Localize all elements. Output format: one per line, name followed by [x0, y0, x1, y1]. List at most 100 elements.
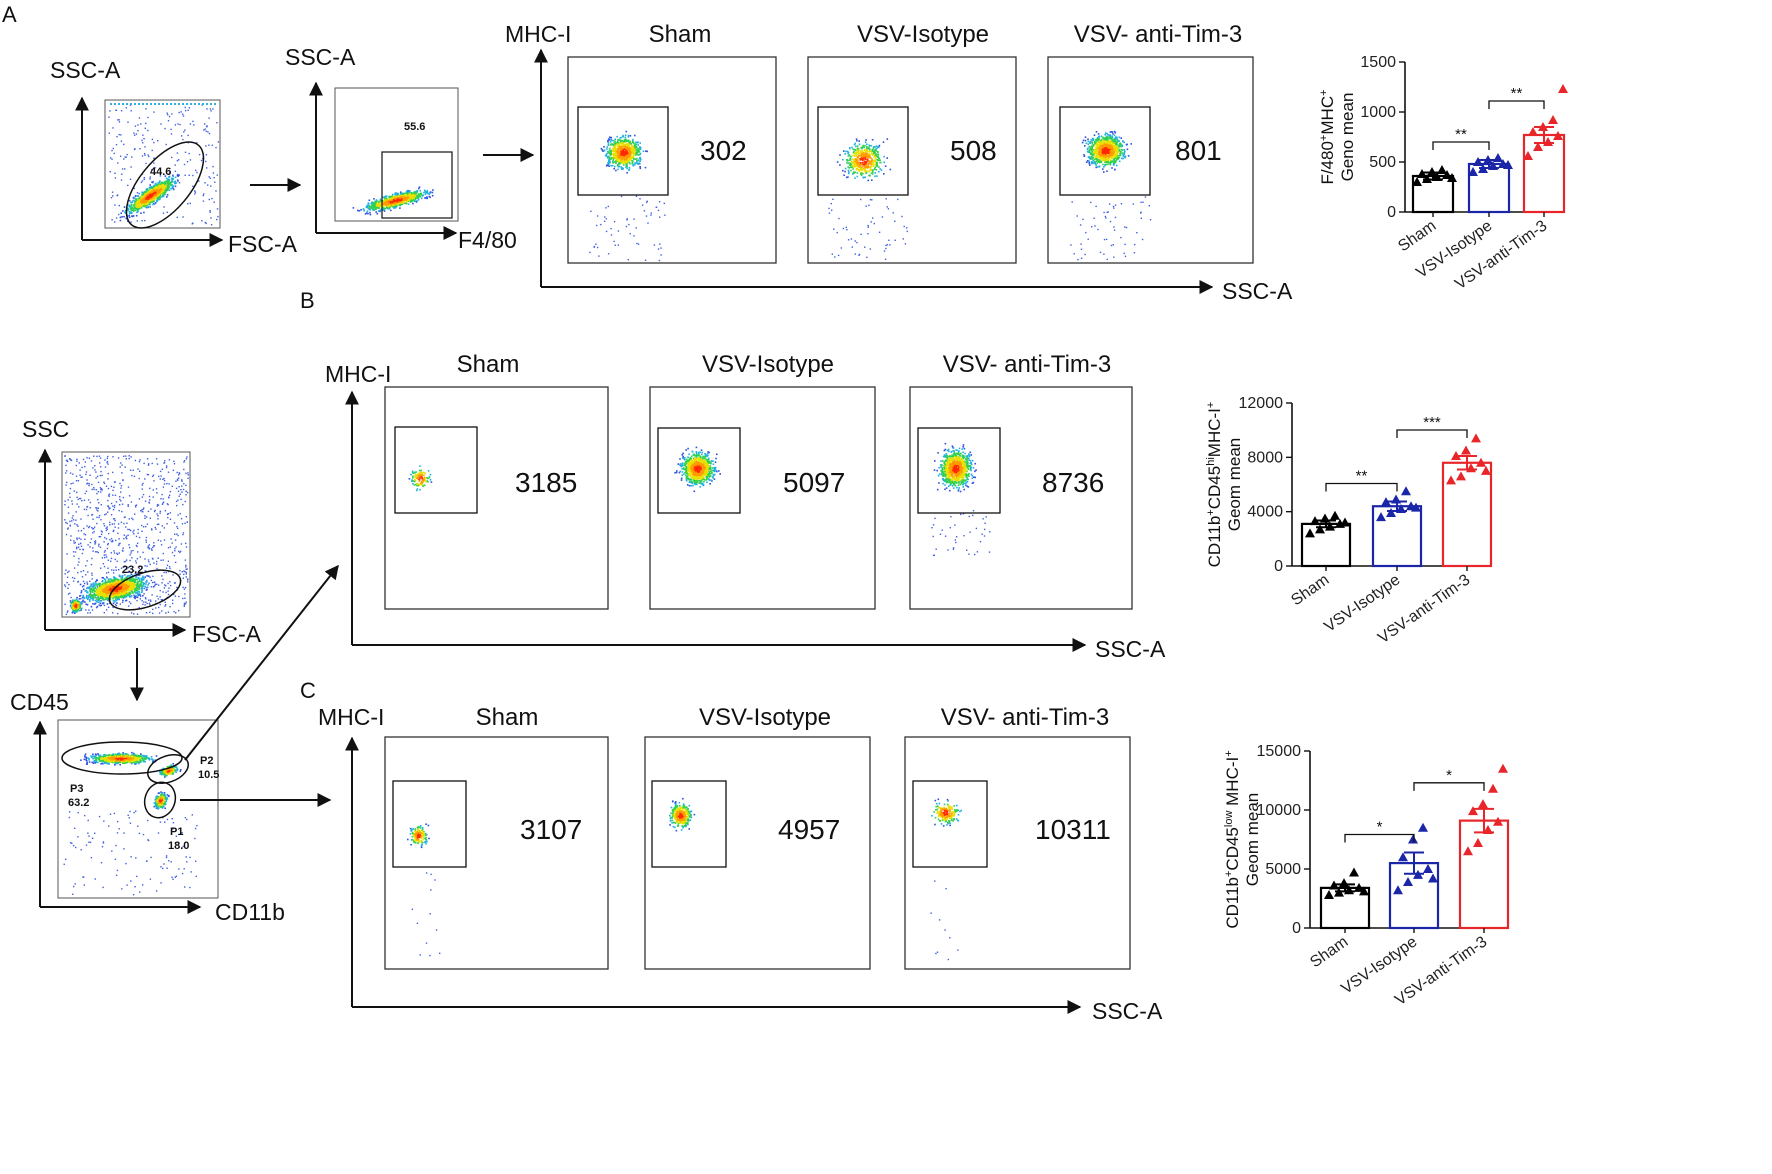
data-point-2-1-7 — [1428, 873, 1438, 883]
a-gate-sham — [577, 106, 669, 196]
data-point-0-0-7 — [1447, 173, 1457, 182]
data-point-1-2-2 — [1466, 463, 1476, 473]
c-gate-tim3 — [912, 780, 988, 868]
bar-ylabel-line1-0: F/480+MHC+ — [1318, 89, 1337, 184]
gate-p3-label: P3 — [70, 783, 83, 795]
data-point-0-1-5 — [1483, 155, 1493, 164]
a-mfi-sham: 302 — [700, 135, 747, 166]
a-group-tim3: VSV- anti-Tim-3 — [1074, 21, 1242, 48]
data-point-0-1-0 — [1468, 167, 1478, 176]
data-point-1-2-6 — [1471, 433, 1481, 443]
data-point-1-1-5 — [1391, 494, 1401, 504]
panel-letter-a: A — [2, 2, 17, 27]
c-plot-sham — [384, 736, 609, 970]
bar-ytick-label-0-0: 0 — [1387, 204, 1396, 221]
data-point-2-2-1 — [1473, 838, 1483, 848]
b-gate-tim3 — [917, 427, 1001, 514]
b-plot-tim3 — [909, 386, 1133, 610]
bar-ytick-label-0-3: 1500 — [1360, 54, 1396, 71]
data-point-1-1-2 — [1396, 503, 1406, 513]
data-point-2-0-0 — [1324, 889, 1334, 899]
b-mfi-isotype: 5097 — [783, 467, 845, 498]
bar-chart-a: 050010001500ShamVSV-IsotypeVSV-anti-Tim-… — [1318, 54, 1568, 293]
data-point-1-2-0 — [1446, 475, 1456, 485]
bar-ytick-label-2-1: 5000 — [1265, 861, 1301, 878]
data-point-2-2-6 — [1488, 783, 1498, 793]
bar-ytick-label-1-3: 12000 — [1239, 395, 1284, 412]
a2-gate — [381, 151, 453, 219]
a2-plot-frame — [334, 87, 459, 222]
bar-category-0-2: VSV-anti-Tim-3 — [1452, 217, 1550, 293]
data-point-0-1-4 — [1473, 157, 1483, 166]
a-mhc-label: MHC-I — [505, 21, 571, 47]
data-point-1-0-0 — [1305, 528, 1315, 538]
bar-ytick-label-0-2: 1000 — [1360, 104, 1396, 121]
data-point-2-1-3 — [1423, 864, 1433, 873]
a-mhc-scatter — [589, 130, 1152, 262]
data-point-0-0-5 — [1427, 167, 1437, 176]
sig-bracket-1-1 — [1396, 429, 1468, 438]
data-point-2-0-7 — [1359, 886, 1369, 896]
data-point-2-2-5 — [1478, 799, 1488, 809]
bar-ylabel-line2-1: Geom mean — [1225, 438, 1244, 532]
bar-ylabel-line2-0: Geno mean — [1338, 93, 1357, 182]
a2-gate-value: 55.6 — [404, 121, 425, 133]
b-left-scatter-density — [64, 455, 189, 616]
a1-gate — [125, 141, 205, 229]
data-point-1-0-6 — [1330, 510, 1340, 520]
bar-ytick-label-2-0: 0 — [1292, 920, 1301, 937]
b-fsc-label: FSC-A — [192, 621, 262, 647]
bar-category-1-0: Sham — [1288, 571, 1332, 609]
a-plot-isotype — [807, 56, 1017, 264]
c-plot-isotype — [644, 736, 871, 970]
bar-chart-c: 050001000015000ShamVSV-IsotypeVSV-anti-T… — [1223, 743, 1510, 1009]
data-point-2-2-4 — [1468, 806, 1478, 816]
c-mhc-label: MHC-I — [318, 704, 384, 730]
data-point-0-2-5 — [1538, 122, 1548, 131]
b-mfi-sham: 3185 — [515, 467, 577, 498]
data-point-0-1-2 — [1488, 161, 1498, 170]
a-group-isotype: VSV-Isotype — [857, 21, 989, 48]
sig-bracket-2-0 — [1344, 833, 1415, 843]
data-point-1-0-5 — [1320, 513, 1330, 523]
data-point-1-2-3 — [1476, 457, 1486, 467]
cd45-scatter-density — [63, 751, 198, 896]
bar-ytick-label-1-2: 8000 — [1247, 449, 1283, 466]
data-point-2-2-7 — [1498, 763, 1508, 773]
a-gate-tim3 — [1059, 106, 1151, 196]
a-plot-sham — [567, 56, 777, 264]
c-mfi-sham: 3107 — [520, 814, 582, 845]
data-point-0-2-6 — [1548, 115, 1558, 124]
bar-ylabel-line1-2: CD11b+CD45low MHC-I+ — [1223, 750, 1242, 928]
sig-label-1-0: ** — [1356, 467, 1368, 484]
data-point-2-2-3 — [1493, 816, 1503, 826]
b-left-gate — [108, 569, 182, 611]
a-gate-isotype — [817, 106, 909, 196]
gate-p2-label: P2 — [200, 755, 213, 767]
data-point-0-0-6 — [1437, 165, 1447, 174]
b-group-tim3: VSV- anti-Tim-3 — [943, 351, 1111, 378]
c-gate-isotype — [651, 780, 727, 868]
a1-x-label: FSC-A — [228, 231, 298, 257]
bar-ytick-label-2-3: 15000 — [1257, 743, 1302, 760]
bar-chart-b: 04000800012000ShamVSV-IsotypeVSV-anti-Ti… — [1205, 395, 1493, 647]
c-group-tim3: VSV- anti-Tim-3 — [941, 704, 1109, 731]
data-point-0-2-7 — [1558, 84, 1568, 93]
data-point-1-0-1 — [1315, 524, 1325, 534]
bar-ytick-label-2-2: 10000 — [1257, 802, 1302, 819]
a-ssc-label: SSC-A — [1222, 278, 1293, 304]
panel-letter-b: B — [300, 288, 315, 313]
data-point-2-0-2 — [1344, 885, 1354, 895]
bar-ytick-label-1-0: 0 — [1274, 558, 1283, 575]
a-group-sham: Sham — [649, 21, 712, 48]
data-point-0-0-2 — [1432, 172, 1442, 181]
sig-label-2-1: * — [1446, 767, 1452, 784]
data-point-2-1-2 — [1413, 869, 1423, 879]
cd45-plot-frame — [57, 719, 219, 899]
data-point-2-0-5 — [1339, 878, 1349, 888]
data-point-0-0-4 — [1417, 169, 1427, 178]
c-group-sham: Sham — [476, 704, 539, 731]
bar-0-2 — [1522, 133, 1566, 214]
data-point-2-1-6 — [1418, 822, 1428, 832]
a2-scatter-density — [352, 186, 434, 216]
